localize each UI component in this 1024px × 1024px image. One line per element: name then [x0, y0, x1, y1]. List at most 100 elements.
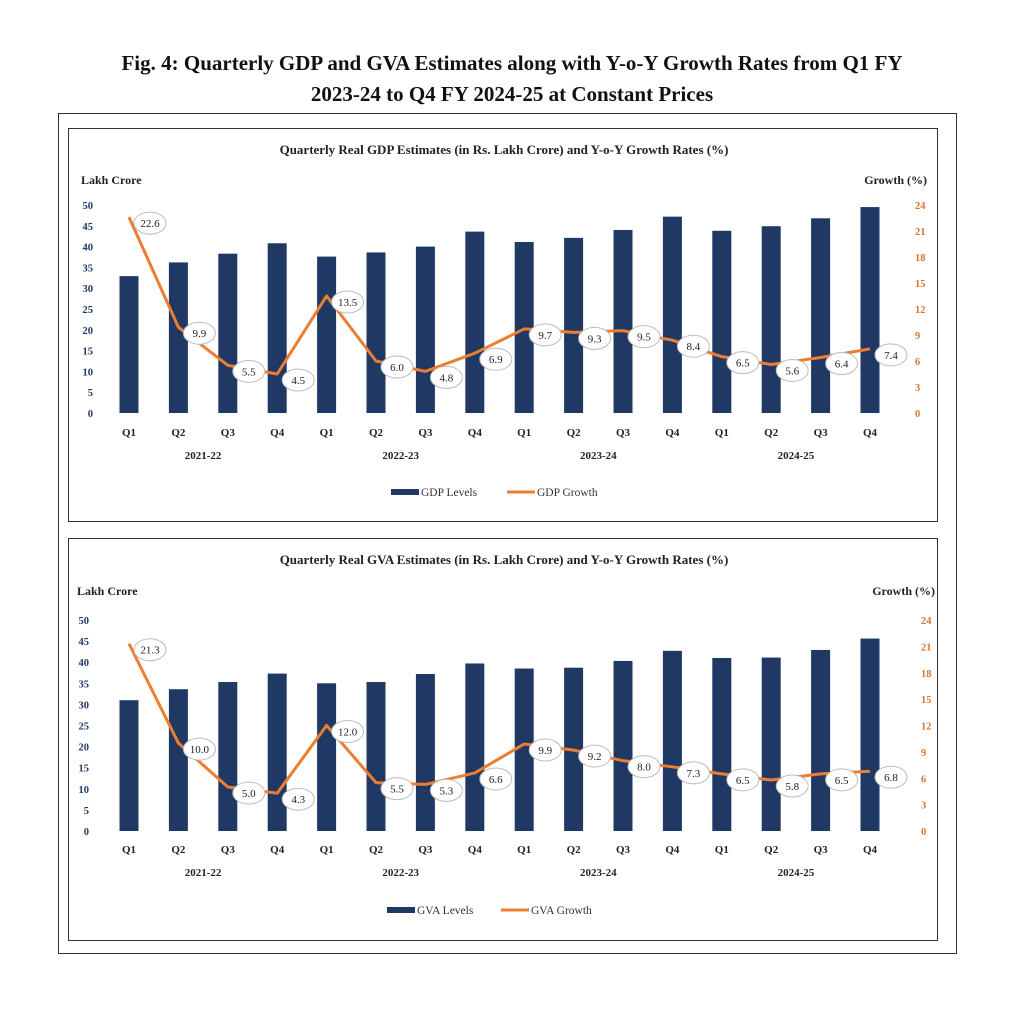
- gva-growth-label-bubble: [133, 638, 167, 662]
- gva-bar: [514, 668, 534, 831]
- figure-title: Fig. 4: Quarterly GDP and GVA Estimates …: [40, 48, 984, 110]
- gdp-left-tick: 50: [83, 201, 94, 212]
- gdp-growth-label: 4.8: [440, 372, 454, 384]
- gva-growth-label-bubble: [874, 765, 908, 789]
- gdp-x-tick: Q3: [418, 427, 433, 439]
- gva-growth-label: 7.3: [687, 768, 701, 780]
- gva-legend-bar-label: GVA Levels: [417, 905, 474, 917]
- gdp-x-tick: Q1: [517, 427, 531, 439]
- gva-growth-label: 10.0: [190, 744, 210, 756]
- gdp-bar: [465, 231, 485, 413]
- gdp-growth-label-bubble: [528, 323, 562, 347]
- gva-left-tick: 30: [79, 700, 90, 711]
- gva-growth-label: 5.8: [785, 781, 799, 793]
- gva-growth-label: 6.6: [489, 774, 503, 786]
- gva-x-tick: Q3: [418, 844, 433, 856]
- gva-year-label: 2023-24: [580, 867, 617, 879]
- gdp-x-tick: Q3: [814, 427, 829, 439]
- gdp-growth-label-bubble: [380, 355, 414, 379]
- gva-growth-label-bubble: [331, 720, 365, 743]
- gva-left-axis-title: Lakh Crore: [77, 584, 138, 598]
- gva-growth-label-bubble: [281, 787, 315, 811]
- gva-right-tick: 18: [921, 669, 932, 680]
- gdp-legend-line-label: GDP Growth: [537, 487, 598, 499]
- gva-left-tick: 45: [79, 637, 90, 648]
- gdp-x-tick: Q4: [468, 427, 483, 439]
- gdp-left-tick: 30: [83, 284, 94, 295]
- gdp-bar: [168, 262, 188, 413]
- gva-growth-label-bubble: [232, 781, 266, 805]
- gdp-bar: [712, 230, 732, 413]
- gva-x-tick: Q1: [122, 844, 136, 856]
- gdp-year-label: 2023-24: [580, 450, 617, 462]
- gva-bar: [811, 649, 831, 831]
- gdp-chart-title: Quarterly Real GDP Estimates (in Rs. Lak…: [280, 142, 729, 157]
- gva-growth-label-bubble: [726, 768, 760, 792]
- gdp-right-axis-title: Growth (%): [864, 173, 927, 187]
- gdp-x-tick: Q2: [567, 427, 582, 439]
- gdp-growth-label-bubble: [479, 347, 513, 371]
- gdp-left-tick: 35: [83, 263, 94, 274]
- gva-year-label: 2021-22: [185, 867, 222, 879]
- gva-growth-label: 4.3: [291, 794, 305, 806]
- gdp-right-tick: 6: [915, 357, 920, 368]
- gdp-left-tick: 20: [83, 326, 94, 337]
- gva-x-tick: Q2: [567, 844, 582, 856]
- gdp-growth-label-bubble: [825, 352, 859, 376]
- gva-left-tick: 15: [79, 764, 90, 775]
- gva-left-tick: 10: [79, 785, 90, 796]
- gva-x-tick: Q3: [814, 844, 829, 856]
- gva-bar: [366, 682, 386, 831]
- gva-x-tick: Q1: [320, 844, 334, 856]
- gdp-growth-label: 9.7: [538, 330, 552, 342]
- gdp-year-label: 2024-25: [778, 450, 815, 462]
- gva-right-tick: 21: [921, 642, 932, 653]
- gva-bar: [860, 638, 880, 831]
- gva-right-tick: 24: [921, 616, 932, 627]
- gva-growth-label-bubble: [627, 755, 661, 779]
- gva-year-label: 2024-25: [778, 867, 815, 879]
- gva-x-tick: Q2: [764, 844, 779, 856]
- gdp-growth-label-bubble: [578, 326, 612, 350]
- gdp-x-tick: Q1: [715, 427, 729, 439]
- gdp-right-tick: 9: [915, 331, 920, 342]
- gva-right-tick: 0: [921, 827, 926, 838]
- gva-left-tick: 25: [79, 722, 90, 733]
- gdp-growth-label: 5.5: [242, 366, 256, 378]
- gva-left-tick: 50: [79, 616, 90, 627]
- gva-legend-line-label: GVA Growth: [531, 905, 592, 917]
- gdp-growth-label-bubble: [726, 351, 760, 375]
- gdp-x-tick: Q4: [270, 427, 285, 439]
- gdp-bar: [564, 237, 584, 413]
- gva-growth-label: 21.3: [140, 645, 160, 657]
- gdp-growth-label-bubble: [281, 368, 315, 392]
- gva-bar: [317, 683, 337, 831]
- gdp-growth-label: 6.9: [489, 354, 503, 366]
- figure-frame: [58, 113, 957, 954]
- gdp-year-label: 2021-22: [185, 450, 222, 462]
- gdp-year-label: 2022-23: [382, 450, 419, 462]
- gva-x-tick: Q4: [468, 844, 483, 856]
- gva-left-tick: 5: [84, 806, 89, 817]
- gdp-growth-label-bubble: [429, 365, 463, 389]
- gdp-x-tick: Q2: [171, 427, 186, 439]
- gdp-left-tick: 0: [88, 409, 93, 420]
- gdp-growth-label: 13.5: [338, 297, 358, 309]
- gva-chart-title: Quarterly Real GVA Estimates (in Rs. Lak…: [280, 552, 729, 567]
- gdp-right-tick: 24: [915, 201, 926, 212]
- gdp-x-tick: Q2: [369, 427, 384, 439]
- gva-growth-label: 5.0: [242, 788, 256, 800]
- gva-growth-label-bubble: [429, 778, 463, 802]
- gva-chart: Quarterly Real GVA Estimates (in Rs. Lak…: [77, 552, 935, 917]
- gva-bar: [168, 689, 188, 831]
- gdp-right-tick: 21: [915, 227, 926, 238]
- gva-right-tick: 12: [921, 722, 932, 733]
- gva-x-tick: Q2: [171, 844, 186, 856]
- gva-growth-label-bubble: [528, 738, 562, 762]
- gva-right-tick: 15: [921, 695, 932, 706]
- gva-growth-label-bubble: [578, 744, 612, 768]
- gva-left-tick: 0: [84, 827, 89, 838]
- gva-x-tick: Q3: [616, 844, 631, 856]
- gdp-growth-label: 6.5: [736, 358, 750, 370]
- gdp-growth-label-bubble: [133, 211, 167, 235]
